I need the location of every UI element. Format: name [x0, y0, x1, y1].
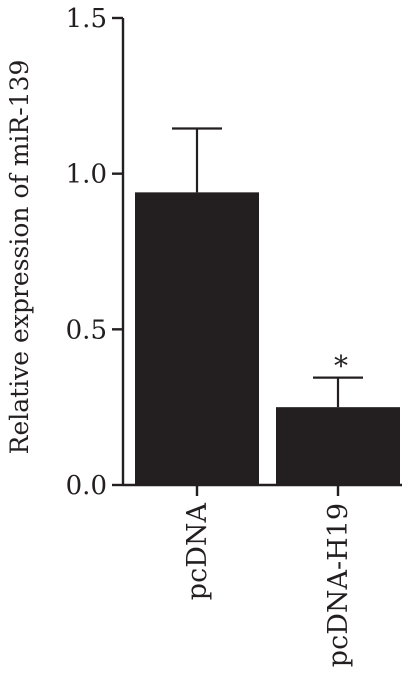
- y-tick-label: 1.5: [66, 4, 107, 34]
- y-axis-title: Relative expression of miR-139: [5, 60, 34, 455]
- bar-pcDNA: [135, 192, 259, 485]
- y-tick-label: 0.5: [66, 315, 107, 345]
- y-tick-label: 0.0: [66, 471, 107, 501]
- significance-mark: *: [334, 350, 348, 383]
- bar-pcDNA-H19: [276, 407, 400, 485]
- x-axis: pcDNA pcDNA-H19: [123, 483, 402, 667]
- y-axis: 0.0 0.5 1.0 1.5: [66, 4, 125, 501]
- bars: *: [135, 127, 400, 485]
- x-tick-label: pcDNA: [182, 503, 213, 601]
- x-tick-label: pcDNA-H19: [323, 503, 354, 667]
- y-tick-label: 1.0: [66, 160, 107, 190]
